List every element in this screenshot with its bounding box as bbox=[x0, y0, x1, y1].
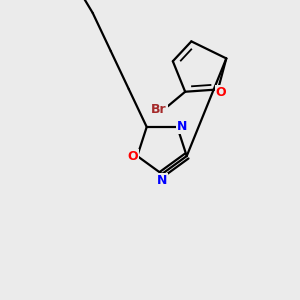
Text: O: O bbox=[127, 149, 138, 163]
Text: Br: Br bbox=[151, 103, 167, 116]
Text: N: N bbox=[177, 121, 188, 134]
Text: N: N bbox=[157, 173, 167, 187]
Text: O: O bbox=[216, 86, 226, 99]
